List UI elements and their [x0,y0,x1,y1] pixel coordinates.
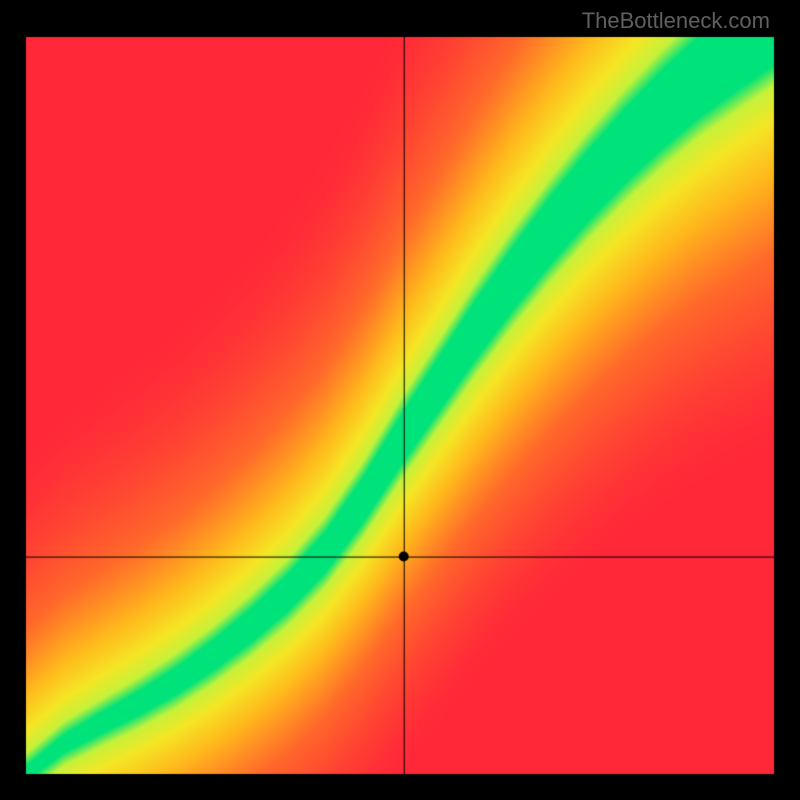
watermark-text: TheBottleneck.com [582,8,770,34]
heatmap-canvas [0,0,800,800]
chart-container: TheBottleneck.com [0,0,800,800]
